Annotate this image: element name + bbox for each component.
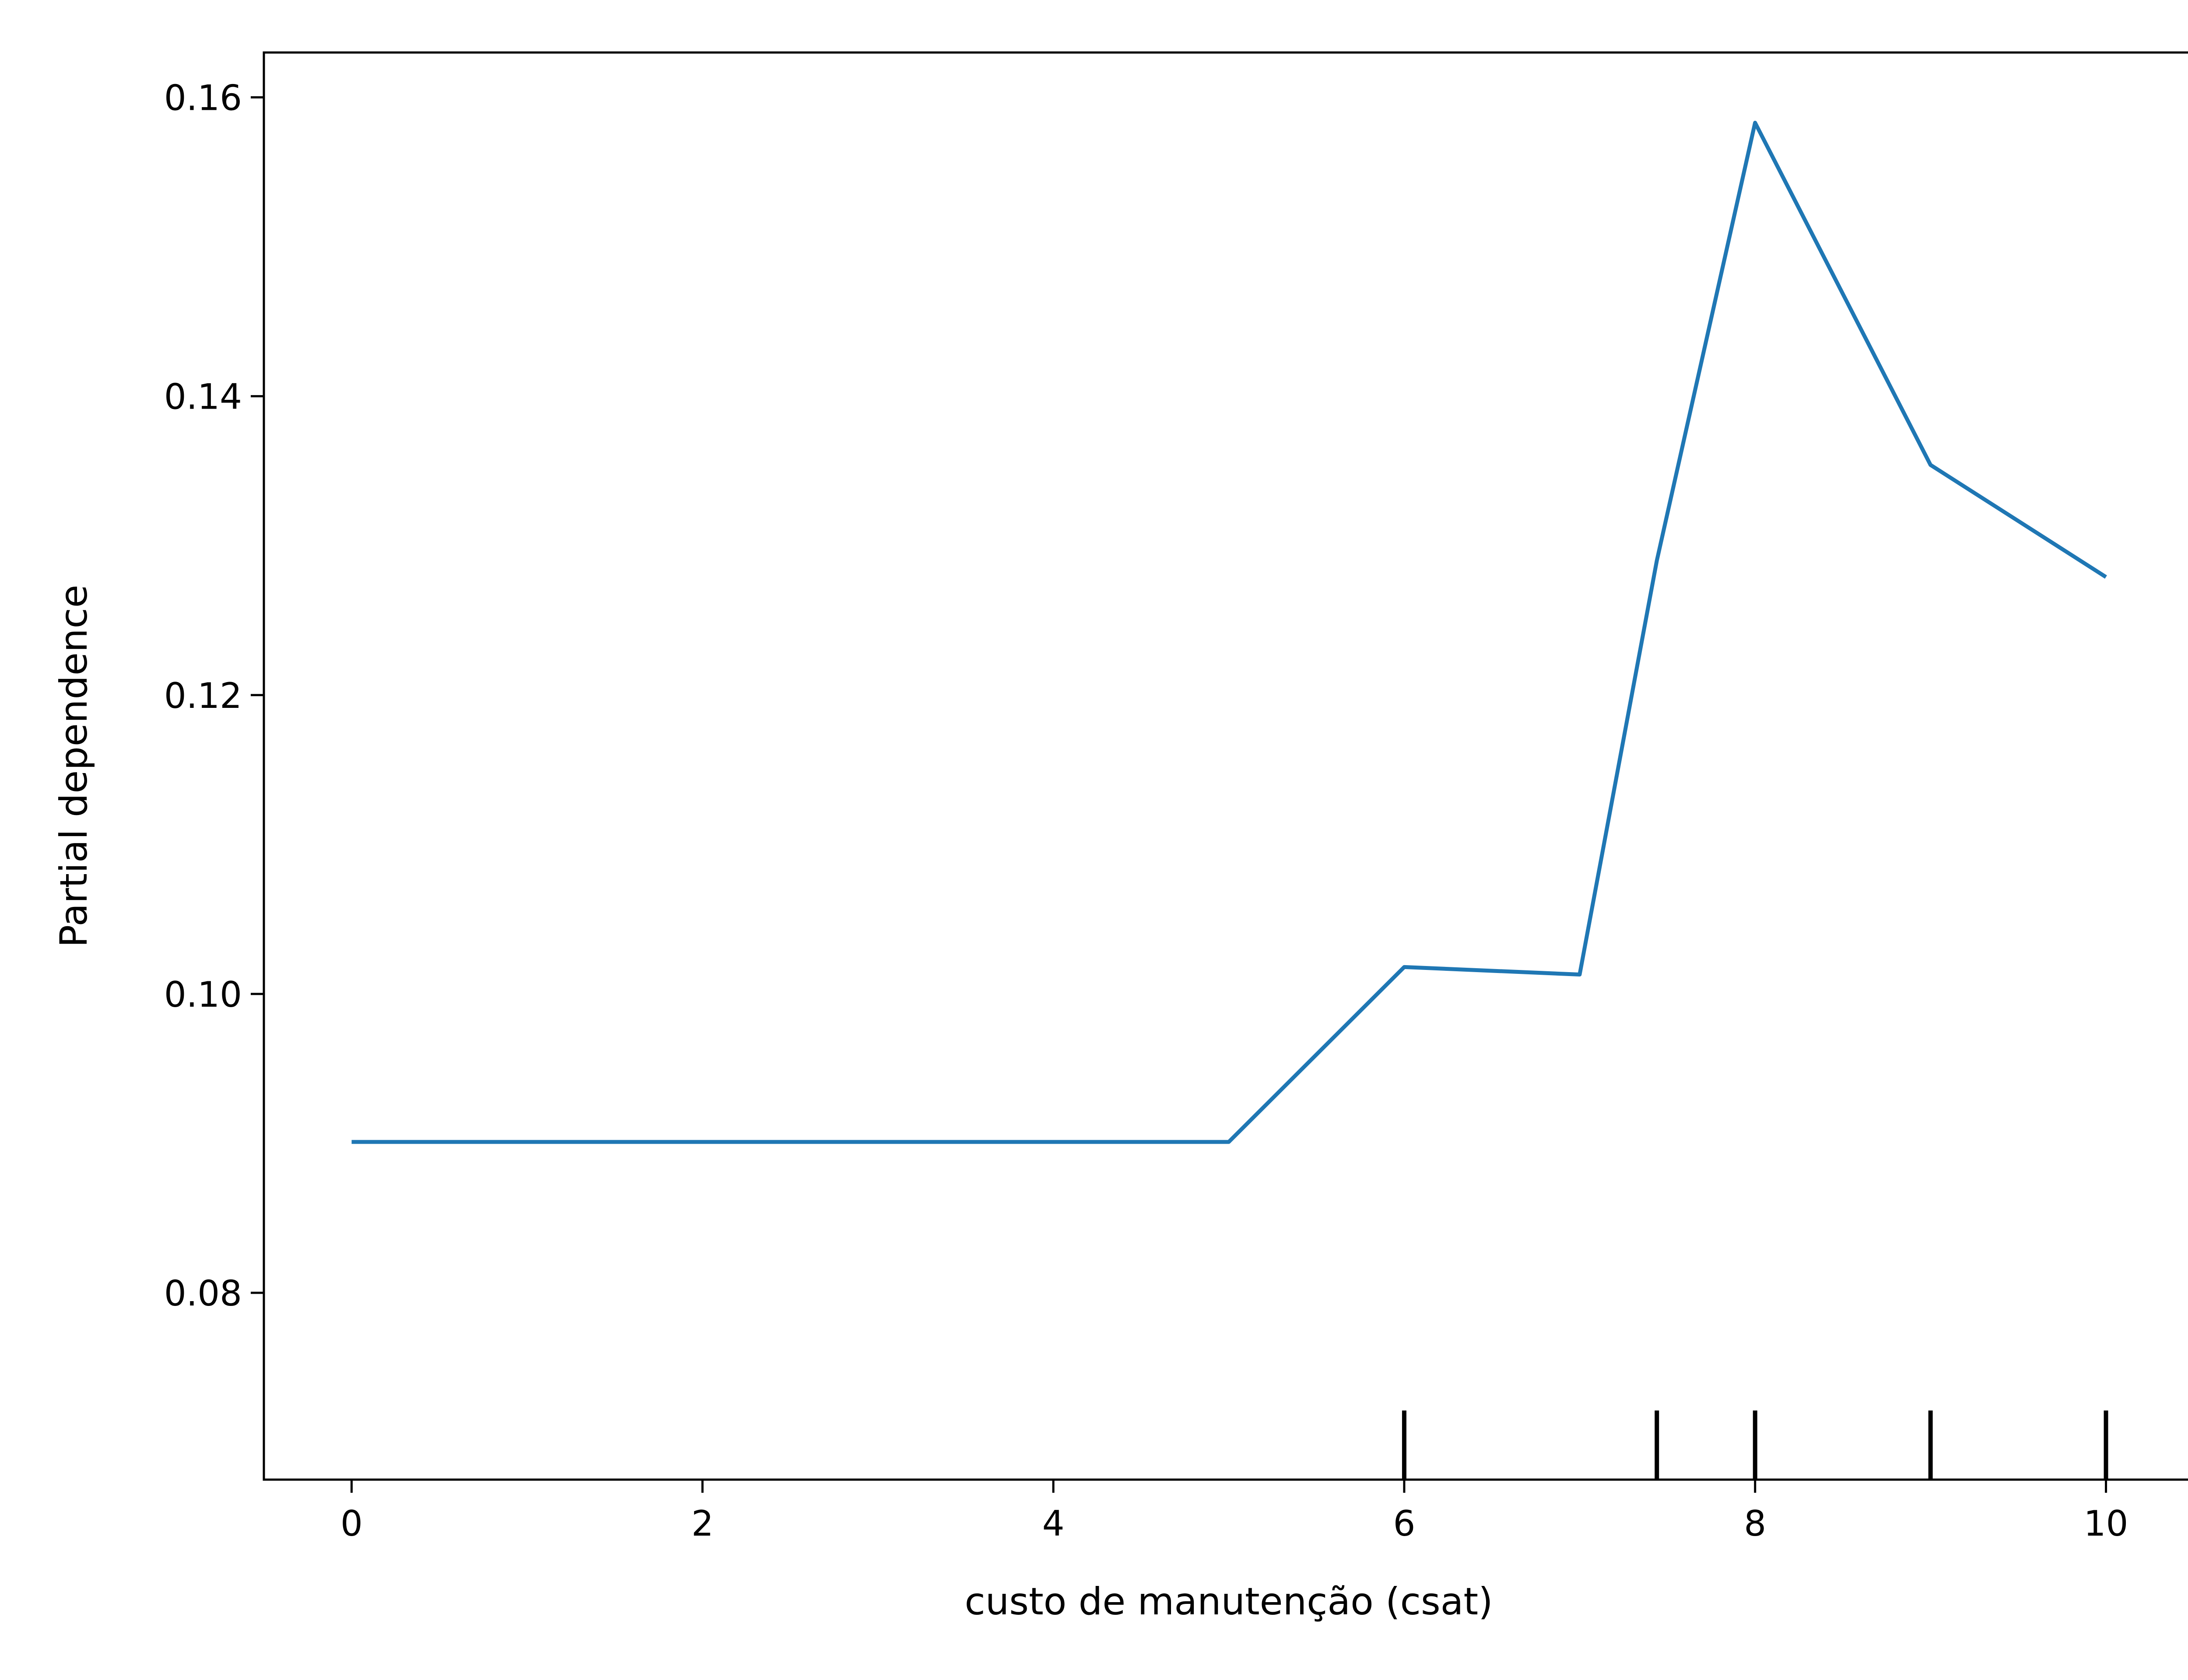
axes-frame <box>263 51 2188 1481</box>
y-tick-label: 0.16 <box>164 77 242 118</box>
x-axis-label: custo de manutenção (csat) <box>964 1580 1493 1624</box>
y-axis-label: Partial dependence <box>52 584 96 947</box>
y-axis: 0.08 0.10 0.12 0.14 0.16 <box>164 77 264 1314</box>
x-tick-label: 2 <box>691 1503 714 1544</box>
x-tick-label: 10 <box>2084 1503 2128 1544</box>
plot-area <box>351 121 2108 1480</box>
x-axis: 0 2 4 6 8 10 <box>340 1480 2128 1544</box>
y-tick-label: 0.08 <box>164 1273 242 1314</box>
series-line-0 <box>351 121 2107 1144</box>
y-tick-label: 0.12 <box>164 676 242 716</box>
x-tick-label: 8 <box>1744 1503 1766 1544</box>
x-tick-label: 0 <box>340 1503 363 1544</box>
y-tick-label: 0.14 <box>164 377 242 417</box>
x-tick-label: 4 <box>1042 1503 1065 1544</box>
y-tick-label: 0.10 <box>164 974 242 1015</box>
x-tick-label: 6 <box>1393 1503 1415 1544</box>
